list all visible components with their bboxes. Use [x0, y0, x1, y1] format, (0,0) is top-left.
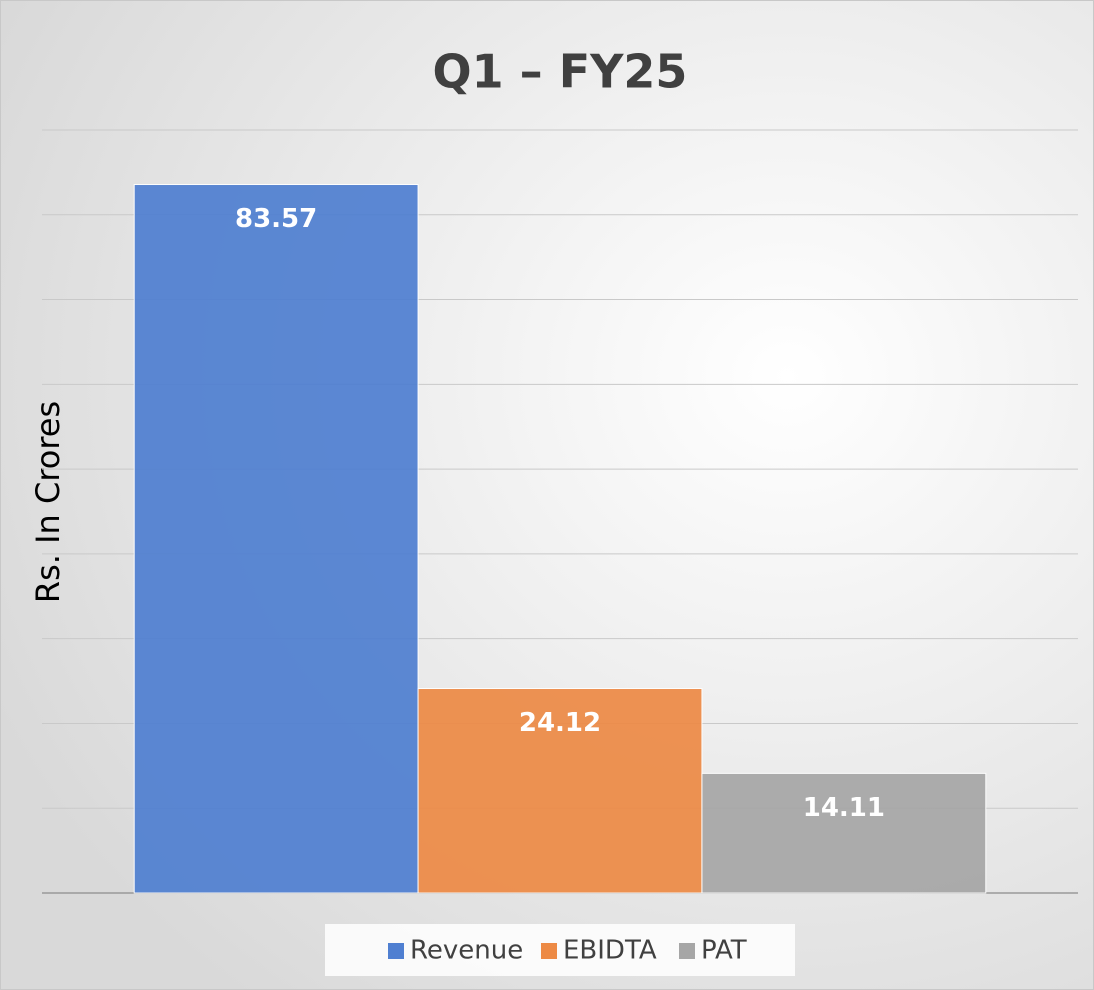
legend-label: Revenue — [410, 936, 523, 966]
bar — [701, 772, 987, 894]
legend-swatch — [388, 943, 404, 959]
chart-title: Q1 – FY25 — [433, 45, 688, 99]
legend-label: EBIDTA — [563, 936, 657, 966]
y-axis-label: Rs. In Crores — [29, 401, 67, 603]
data-label: 83.57 — [235, 204, 317, 234]
legend-label: PAT — [701, 936, 747, 966]
bar — [417, 688, 703, 894]
legend-swatch — [541, 943, 557, 959]
data-label: 24.12 — [519, 708, 601, 738]
legend-swatch — [679, 943, 695, 959]
bar — [133, 184, 419, 894]
data-label: 14.11 — [803, 793, 885, 823]
